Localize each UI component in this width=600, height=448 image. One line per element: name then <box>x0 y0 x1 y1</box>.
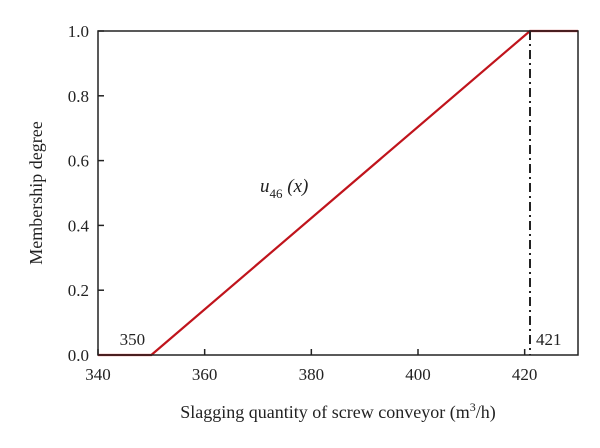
x-tick-label-1: 360 <box>192 365 218 384</box>
series-layer <box>98 29 578 357</box>
y-tick-label-3: 0.6 <box>68 152 89 171</box>
curve-label-sub: 46 <box>270 186 284 201</box>
x-tick-label-0: 340 <box>85 365 111 384</box>
x-tick-label-3: 400 <box>405 365 431 384</box>
x-tick-label-4: 420 <box>512 365 538 384</box>
x-axis-label-sup: 3 <box>470 400 476 414</box>
x-axis-label: Slagging quantity of screw conveyor (m3/… <box>180 400 495 423</box>
curve-label: u46 (x) <box>260 176 308 201</box>
y-tick-label-2: 0.4 <box>68 216 90 235</box>
x-tick-label-2: 380 <box>299 365 325 384</box>
x-axis-label-main: Slagging quantity of screw conveyor (m <box>180 402 469 423</box>
plot-frame <box>97 30 579 356</box>
y-tick-label-5: 1.0 <box>68 22 89 41</box>
end-value-label: 421 <box>536 330 562 349</box>
y-tick-label-4: 0.8 <box>68 87 89 106</box>
start-value-label: 350 <box>120 330 146 349</box>
tick-labels: 340 360 380 400 420 0.0 0.2 0.4 0.6 0.8 1.0 <box>68 22 538 384</box>
x-axis-label-tail: /h) <box>476 402 496 423</box>
y-axis-label: Membership degree <box>26 121 46 264</box>
y-tick-label-1: 0.2 <box>68 281 89 300</box>
curve-label-base: u <box>260 176 270 197</box>
curve-label-arg: (x) <box>283 176 309 197</box>
y-tick-label-0: 0.0 <box>68 346 89 365</box>
axis-ticks <box>97 30 526 356</box>
series-line-0 <box>98 29 578 357</box>
